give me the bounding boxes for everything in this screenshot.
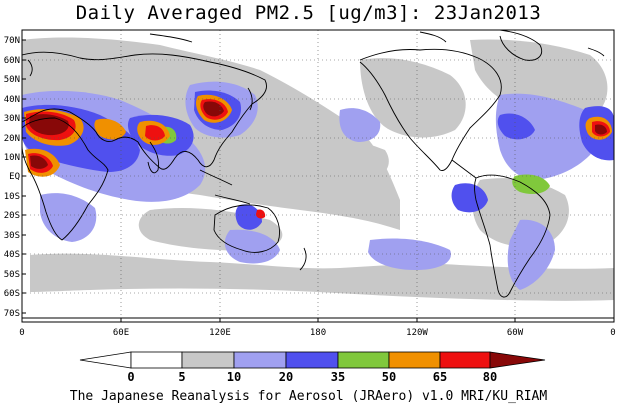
map-title: Daily Averaged PM2.5 [ug/m3]: 23Jan2013	[75, 2, 542, 24]
colorbar-segment	[233, 351, 287, 369]
colorbar-label: 0	[127, 370, 134, 384]
colorbar-label: 80	[483, 370, 497, 384]
colorbar-label: 65	[433, 370, 447, 384]
colorbar-segment	[388, 351, 441, 369]
lat-label: 50N	[4, 75, 20, 85]
footer-credit: The Japanese Reanalysis for Aerosol (JRA…	[69, 389, 548, 404]
colorbar-high-arrow	[489, 351, 546, 369]
lon-label: 0	[610, 328, 615, 338]
lon-label: 60E	[113, 328, 129, 338]
colorbar-label: 20	[279, 370, 293, 384]
lat-label: 60S	[4, 289, 20, 299]
lon-label: 0	[19, 328, 24, 338]
lat-label: EQ	[9, 172, 20, 182]
colorbar-label: 10	[227, 370, 241, 384]
lat-label: 70S	[4, 309, 20, 319]
lat-label: 60N	[4, 56, 20, 66]
pm25-field	[22, 30, 614, 322]
lat-label: 10S	[4, 192, 20, 202]
lat-label: 30S	[4, 231, 20, 241]
colorbar-segment	[181, 351, 235, 369]
lat-label: 20N	[4, 134, 20, 144]
colorbar-segment	[439, 351, 491, 369]
tick-marks	[22, 39, 516, 322]
lat-label: 40N	[4, 95, 20, 105]
colorbar-segment	[130, 351, 183, 369]
colorbar-label: 5	[178, 370, 185, 384]
colorbar: 0 5 10 20 35 50 65 80	[79, 351, 546, 384]
lon-label: 120W	[406, 328, 428, 338]
lat-label: 50S	[4, 270, 20, 280]
gridlines	[22, 30, 614, 322]
lon-label: 60W	[507, 328, 524, 338]
lat-label: 70N	[4, 36, 20, 46]
lat-label: 30N	[4, 114, 20, 124]
lat-label: 40S	[4, 250, 20, 260]
colorbar-segment	[285, 351, 339, 369]
colorbar-label: 50	[382, 370, 396, 384]
colorbar-label: 35	[331, 370, 345, 384]
colorbar-segment	[337, 351, 390, 369]
latitude-labels: 70N 60N 50N 40N 30N 20N 10N EQ 10S 20S 3…	[4, 36, 20, 319]
lon-label: 120E	[209, 328, 231, 338]
lat-label: 20S	[4, 211, 20, 221]
lon-label: 180	[310, 328, 326, 338]
colorbar-low-arrow	[79, 351, 132, 369]
lat-label: 10N	[4, 153, 20, 163]
longitude-labels: 0 60E 120E 180 120W 60W 0	[19, 328, 615, 338]
